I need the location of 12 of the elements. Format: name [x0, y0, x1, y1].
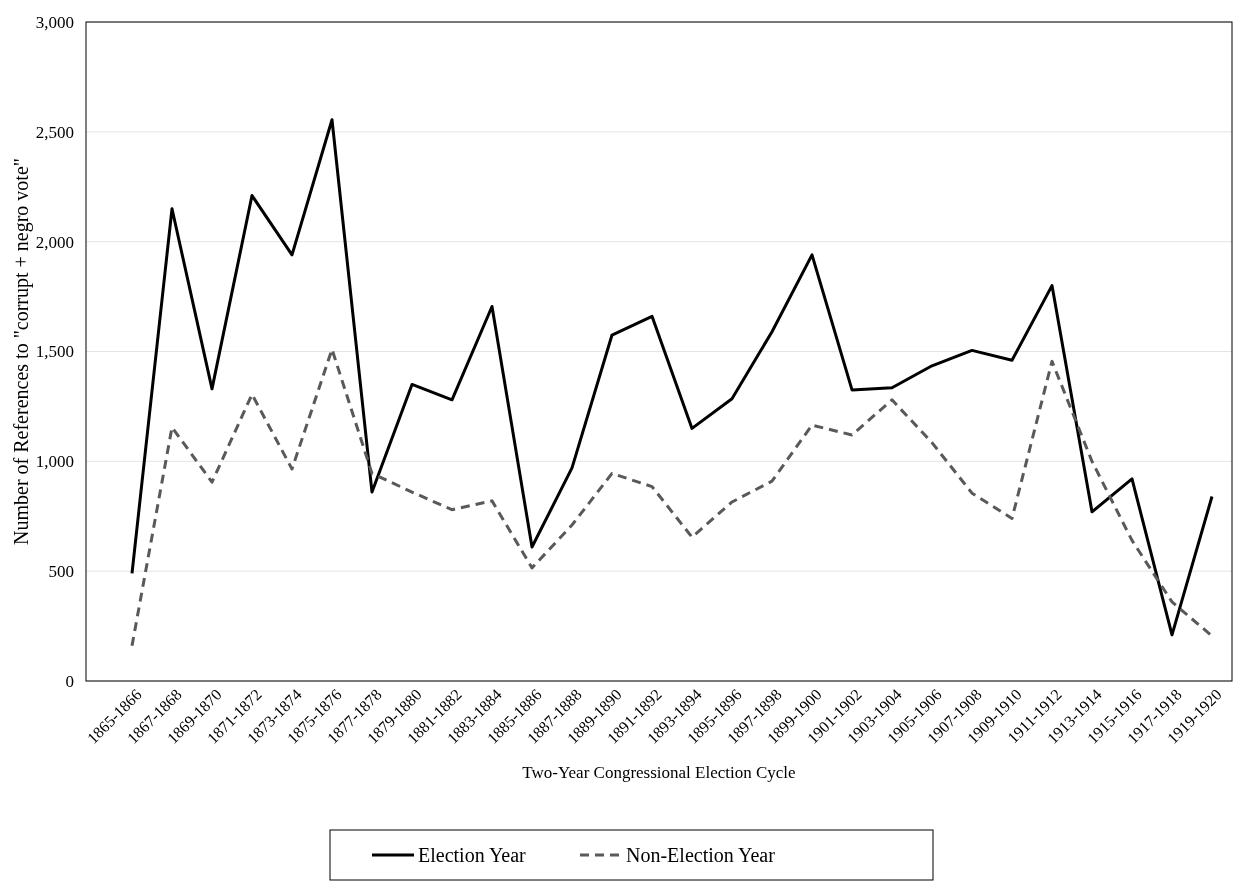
- legend-label: Non-Election Year: [626, 844, 776, 866]
- line-series: [130, 118, 1214, 637]
- y-tick-label: 1,500: [35, 342, 74, 362]
- y-tick-label: 2,000: [35, 232, 74, 252]
- y-tick-label: 2,500: [35, 122, 74, 142]
- y-axis-title: Number of References to "corrupt + negro vote": [10, 158, 33, 545]
- y-tick-label: 500: [48, 562, 74, 582]
- y-tick-label: 3,000: [35, 12, 74, 32]
- y-tick-label: 0: [65, 671, 74, 691]
- y-tick-label: 1,000: [35, 452, 74, 472]
- legend-label: Election Year: [418, 844, 527, 866]
- x-axis-title: Two-Year Congressional Election Cycle: [522, 763, 796, 782]
